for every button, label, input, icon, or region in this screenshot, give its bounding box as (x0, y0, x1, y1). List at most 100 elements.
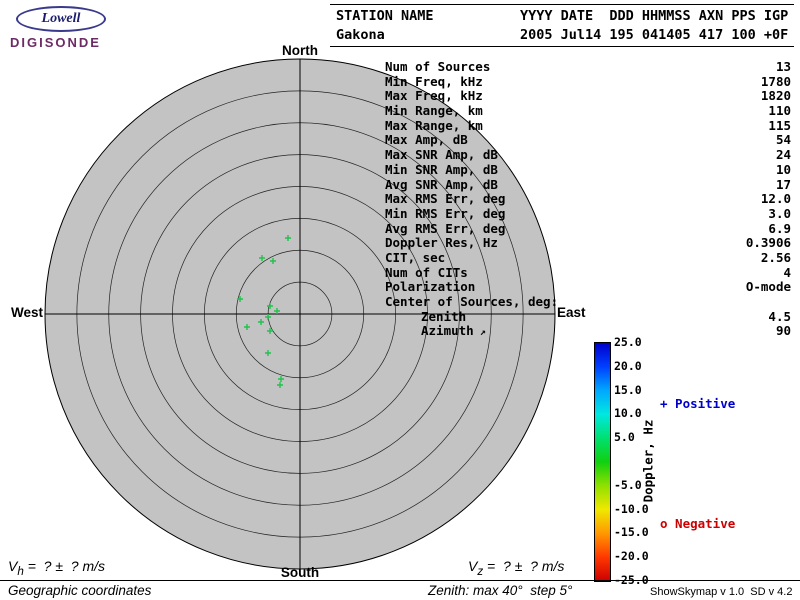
vertical-velocity-readout: Vz = ? ± ? m/s (468, 558, 564, 578)
stat-label: Polarization (385, 279, 476, 295)
vh-symbol: V (8, 558, 18, 574)
compass-label-north: North (282, 43, 318, 58)
zenith-scale-note: Zenith: max 40° step 5° (428, 583, 573, 598)
source-marker (237, 296, 243, 302)
stat-row: Avg RMS Err, deg 6.9 (385, 220, 791, 237)
source-marker (265, 350, 271, 356)
stat-value: 24 (775, 147, 791, 163)
stat-value: 0.3906 (745, 235, 791, 251)
stat-label: Avg RMS Err, deg (385, 220, 506, 236)
colorbar-tick-label: -20.0 (614, 549, 649, 564)
stat-label: CIT, sec (385, 249, 446, 265)
station-name-label: STATION NAME (336, 8, 434, 24)
header-fields-values: 2005 Jul14 195 041405 417 100 +0F (520, 27, 789, 43)
colorbar-tick-label: 10.0 (614, 406, 642, 421)
colorbar-tick-label: 15.0 (614, 382, 642, 397)
colorbar-title: Doppler, Hz (640, 419, 656, 503)
doppler-colorbar (594, 342, 611, 582)
source-marker (277, 382, 283, 388)
stat-label: Max RMS Err, deg (385, 191, 506, 207)
vh-value: = ? ± ? m/s (23, 558, 106, 574)
source-marker (285, 235, 291, 241)
stat-row: Max Freq, kHz 1820 (385, 89, 791, 104)
stat-label: Center of Sources, deg: (385, 294, 559, 309)
source-marker (270, 258, 276, 264)
source-marker (267, 328, 273, 334)
footer-rule (0, 580, 800, 581)
colorbar-tick-label: -5.0 (614, 477, 642, 492)
stat-label: Num of Sources (385, 59, 491, 74)
stat-row: Zenith 4.5 (385, 308, 791, 325)
colorbar-tick-label: 25.0 (614, 335, 642, 349)
stat-value: 1820 (760, 88, 791, 104)
header-values-row: Gakona 2005 Jul14 195 041405 417 100 +0F (336, 26, 788, 45)
source-marker (274, 308, 280, 314)
stat-value: 90 (775, 323, 791, 339)
stat-row: Max RMS Err, deg 12.0 (385, 191, 791, 207)
source-marker (258, 319, 264, 325)
compass-label-west: West (10, 305, 43, 320)
stat-value: 12.0 (760, 191, 791, 207)
stat-value: O-mode (745, 279, 791, 295)
source-marker (259, 255, 265, 261)
stat-row: Num of CITs 4 (385, 264, 791, 281)
stat-row: Center of Sources, deg: (385, 294, 791, 310)
stat-value: 110 (768, 103, 791, 119)
compass-label-east: East (557, 305, 586, 320)
brand-name: Lowell (41, 11, 81, 26)
stat-label: Zenith (421, 308, 467, 324)
header-bottom-rule (330, 46, 794, 47)
colorbar-tick-label: 20.0 (614, 358, 642, 373)
stat-label: Min SNR Amp, dB (385, 161, 498, 177)
stat-value: 6.9 (768, 220, 791, 236)
stat-label: Max Range, km (385, 117, 483, 133)
stat-label: Doppler Res, Hz (385, 235, 498, 251)
stat-row: Doppler Res, Hz 0.3906 (385, 236, 791, 251)
stat-label: Max Amp, dB (385, 132, 468, 148)
header-info: STATION NAME YYYY DATE DDD HHMMSS AXN PP… (336, 7, 788, 45)
stat-label: Max SNR Amp, dB (385, 147, 498, 163)
stat-value: 115 (768, 117, 791, 133)
station-name-value: Gakona (336, 27, 385, 43)
lowell-logo: Lowell DIGISONDE (10, 6, 120, 50)
stat-row: Max Range, km 115 (385, 117, 791, 134)
stat-row: Max Amp, dB 54 (385, 133, 791, 148)
header-fields-label: YYYY DATE DDD HHMMSS AXN PPS IGP (520, 8, 789, 24)
stat-label: Min Range, km (385, 103, 483, 119)
stats-panel: Num of Sources 13 Min Freq, kHz 1780 Max Fre… (385, 59, 791, 339)
stat-row: Min Range, km 110 (385, 103, 791, 119)
source-marker (265, 314, 271, 320)
stat-value: 3.0 (768, 205, 791, 221)
stat-value: 1780 (760, 73, 791, 89)
stat-value: 10 (775, 161, 791, 177)
stat-label: Min RMS Err, deg (385, 205, 506, 221)
brand-product: DIGISONDE (10, 35, 101, 50)
coordinates-note: Geographic coordinates (8, 583, 152, 598)
colorbar-tick-label: -15.0 (614, 525, 649, 540)
stat-row: Min Freq, kHz 1780 (385, 73, 791, 90)
source-marker (278, 376, 284, 382)
stat-label: Num of CITs (385, 264, 468, 280)
stat-label: Azimuth ↗ (421, 323, 486, 339)
vh-subscript: h (17, 564, 24, 578)
lowell-logo-oval: Lowell (16, 6, 106, 32)
stat-value: 4.5 (768, 308, 791, 324)
legend-negative: o Negative (660, 516, 736, 531)
stat-row: Polarization O-mode (385, 280, 791, 295)
source-marker (244, 324, 250, 330)
azimuth-direction-icon: ↗ (479, 327, 486, 339)
stat-label: Avg SNR Amp, dB (385, 176, 498, 192)
stat-row: Num of Sources 13 (385, 59, 791, 75)
vz-value: = ? ± ? m/s (483, 558, 565, 574)
compass-label-south: South (280, 565, 320, 580)
stat-row: Min SNR Amp, dB 10 (385, 161, 791, 178)
colorbar-tick-label: -10.0 (614, 501, 649, 516)
stat-value: 17 (775, 176, 791, 192)
legend-positive: + Positive (660, 396, 736, 411)
stat-label: Max Freq, kHz (385, 88, 483, 104)
vz-subscript: z (477, 564, 484, 578)
stat-row: Max SNR Amp, dB 24 (385, 147, 791, 163)
horizontal-velocity-readout: Vh = ? ± ? m/s (8, 558, 105, 578)
version-text: ShowSkymap v 1.0 SD v 4.2 (650, 586, 793, 598)
